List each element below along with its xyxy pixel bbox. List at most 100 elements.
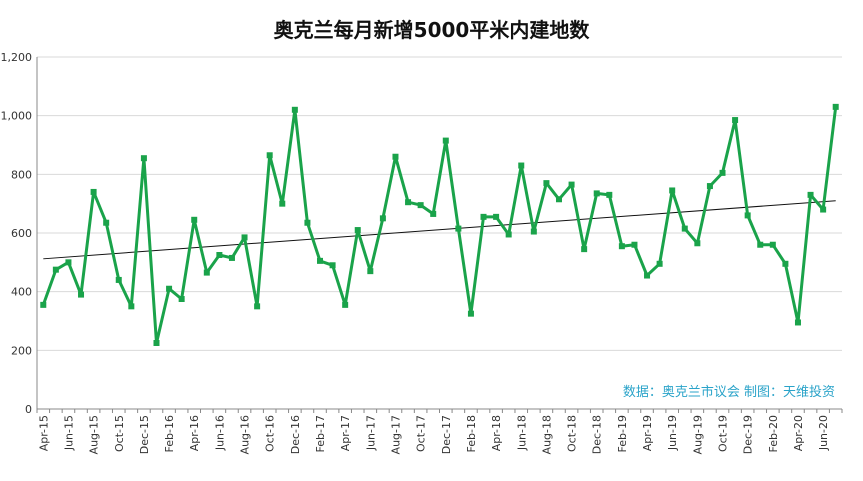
data-point <box>820 206 827 213</box>
x-tick-label: Dec-18 <box>591 415 604 454</box>
data-point <box>405 199 412 206</box>
data-point <box>757 241 764 248</box>
data-point <box>216 252 223 258</box>
data-point <box>115 276 122 283</box>
data-point <box>304 219 311 226</box>
data-point <box>706 183 713 190</box>
x-tick-label: Feb-16 <box>163 415 176 452</box>
data-point <box>191 216 198 223</box>
data-point <box>769 241 776 248</box>
data-point <box>241 234 248 241</box>
data-point <box>228 254 235 261</box>
x-tick-label: Aug-15 <box>88 415 101 454</box>
data-point <box>732 117 739 124</box>
data-point <box>593 190 600 197</box>
series-line <box>41 106 838 345</box>
y-tick-label: 600 <box>11 227 32 240</box>
x-tick-label: Aug-17 <box>389 415 402 454</box>
data-point <box>90 188 97 195</box>
x-tick-label: Oct-16 <box>264 415 277 452</box>
x-tick-label: Oct-17 <box>415 415 428 452</box>
data-point <box>342 301 349 308</box>
data-point <box>606 191 613 198</box>
y-tick-label: 200 <box>11 344 32 357</box>
data-point <box>166 285 173 292</box>
x-tick-label: Apr-18 <box>490 415 503 451</box>
data-point <box>719 169 726 176</box>
data-point <box>656 260 663 267</box>
data-point <box>807 191 814 198</box>
data-point <box>317 257 324 264</box>
data-point <box>782 260 789 267</box>
data-point <box>354 227 361 234</box>
y-tick-label: 800 <box>11 168 32 181</box>
data-point <box>644 272 651 279</box>
data-point <box>153 340 160 346</box>
data-point <box>254 303 261 310</box>
data-point <box>128 303 135 310</box>
x-tick-label: Feb-17 <box>314 415 327 452</box>
y-tick-label: 0 <box>25 403 32 416</box>
data-point <box>178 296 185 302</box>
x-tick-label: Apr-16 <box>188 415 201 451</box>
data-point <box>329 262 336 269</box>
data-point <box>555 196 562 203</box>
data-point <box>631 241 638 248</box>
data-point <box>291 106 298 113</box>
x-tick-label: Jun-19 <box>666 415 679 451</box>
y-tick-label: 1,000 <box>1 110 33 123</box>
data-point <box>744 212 751 219</box>
x-tick-label: Jun-20 <box>817 415 830 451</box>
data-point <box>430 210 437 217</box>
x-tick-label: Dec-19 <box>742 415 755 454</box>
data-point <box>681 225 688 232</box>
data-point <box>78 291 85 298</box>
data-point <box>669 187 676 194</box>
data-point <box>505 231 512 238</box>
y-tick-label: 400 <box>11 286 32 299</box>
data-point <box>467 310 474 317</box>
data-point <box>442 137 449 144</box>
trend-line <box>43 200 836 260</box>
data-point <box>140 155 147 162</box>
chart-title: 奥克兰每月新增5000平米内建地数 <box>273 18 590 42</box>
data-point <box>455 225 462 232</box>
x-tick-label: Dec-17 <box>440 415 453 454</box>
data-point <box>392 153 399 160</box>
x-tick-label: Oct-19 <box>717 415 730 452</box>
data-point <box>417 202 424 209</box>
x-tick-label: Dec-16 <box>289 415 302 454</box>
data-point <box>618 243 625 250</box>
x-tick-label: Jun-17 <box>364 415 377 451</box>
x-tick-label: Jun-16 <box>213 415 226 451</box>
x-tick-label: Feb-20 <box>767 415 780 452</box>
x-tick-label: Apr-19 <box>641 415 654 451</box>
data-point <box>794 319 801 326</box>
x-tick-label: Apr-15 <box>37 415 50 451</box>
x-tick-label: Dec-15 <box>138 415 151 454</box>
data-point <box>518 162 525 169</box>
data-point <box>581 246 588 253</box>
data-point <box>832 103 839 110</box>
data-point <box>530 228 537 235</box>
data-point <box>65 259 72 266</box>
data-point <box>40 301 47 308</box>
data-point <box>266 152 273 159</box>
data-point <box>568 181 575 188</box>
y-tick-label: 1,200 <box>1 51 33 64</box>
x-tick-label: Oct-15 <box>113 415 126 452</box>
x-tick-label: Aug-16 <box>239 415 252 454</box>
data-point <box>103 219 110 226</box>
x-tick-label: Apr-17 <box>339 415 352 451</box>
data-point <box>493 213 500 220</box>
data-point <box>367 268 374 275</box>
data-point <box>694 240 701 247</box>
x-tick-label: Aug-19 <box>691 415 704 454</box>
source-note: 数据：奥克兰市议会 制图：天维投资 <box>622 385 835 400</box>
data-point <box>279 200 286 207</box>
x-tick-label: Oct-18 <box>566 415 579 452</box>
data-point <box>543 180 550 187</box>
x-tick-label: Aug-18 <box>540 415 553 454</box>
